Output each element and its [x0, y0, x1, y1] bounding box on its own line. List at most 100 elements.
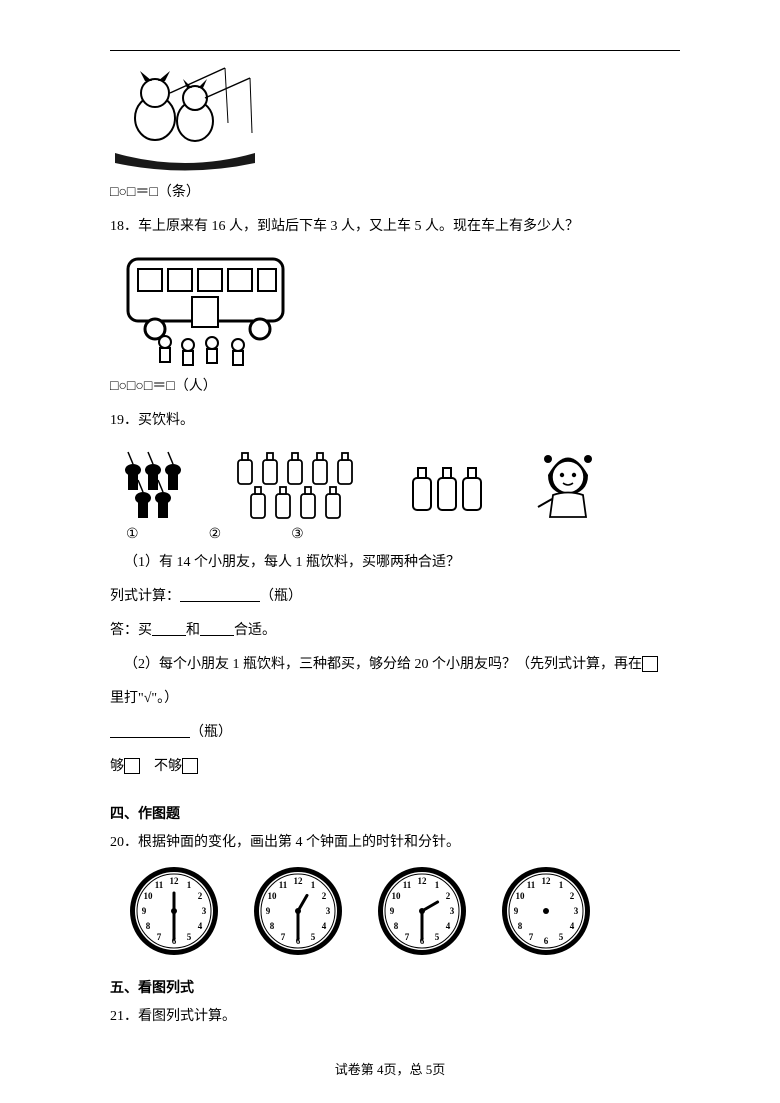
q19-sub1-unit: （瓶） — [260, 589, 302, 604]
clock-3: 121234567891011 — [378, 867, 466, 955]
svg-text:12: 12 — [542, 876, 552, 886]
svg-text:9: 9 — [390, 906, 395, 916]
q19-group2-icon — [233, 450, 368, 520]
q19-group1-icon — [118, 450, 193, 520]
q19-ans-suffix: 合适。 — [234, 623, 276, 638]
q20-number: 20． — [110, 835, 138, 850]
svg-text:11: 11 — [527, 880, 536, 890]
q17-equation: □○□＝□（条） — [110, 179, 680, 207]
svg-text:1: 1 — [187, 880, 192, 890]
svg-text:10: 10 — [392, 891, 402, 901]
svg-text:10: 10 — [516, 891, 526, 901]
svg-text:4: 4 — [198, 921, 203, 931]
clock-row: 1212345678910111212345678910111212345678… — [130, 867, 680, 955]
svg-text:8: 8 — [146, 921, 151, 931]
q19-sub1-text: （1）有 14 个小朋友，每人 1 瓶饮料，买哪两种合适？ — [110, 549, 680, 577]
q19-sub2-inline-box[interactable] — [642, 656, 658, 672]
svg-text:3: 3 — [326, 906, 331, 916]
q18-equation: □○□○□＝□（人） — [110, 373, 680, 401]
q19-sub2-text-b-line: 里打"√"。） — [110, 685, 680, 713]
q18-text: 车上原来有 16 人，到站后下车 3 人，又上车 5 人。现在车上有多少人？ — [138, 219, 579, 234]
q19-title: 买饮料。 — [138, 413, 194, 428]
q19-sub2-text-a: （2）每个小朋友 1 瓶饮料，三种都买，够分给 20 个小朋友吗？（先列式计算，… — [124, 657, 642, 672]
q19-number: 19． — [110, 413, 138, 428]
svg-text:9: 9 — [142, 906, 147, 916]
svg-text:7: 7 — [281, 932, 286, 942]
q18-line: 18．车上原来有 16 人，到站后下车 3 人，又上车 5 人。现在车上有多少人… — [110, 213, 680, 241]
svg-text:4: 4 — [446, 921, 451, 931]
q20-line: 20．根据钟面的变化，画出第 4 个钟面上的时针和分针。 — [110, 829, 680, 857]
svg-text:11: 11 — [403, 880, 412, 890]
svg-text:1: 1 — [559, 880, 564, 890]
svg-text:1: 1 — [311, 880, 316, 890]
q19-ans-prefix: 答：买 — [110, 623, 152, 638]
svg-text:11: 11 — [279, 880, 288, 890]
q18-number: 18． — [110, 219, 138, 234]
q19-sub2-blank[interactable] — [110, 723, 190, 738]
q19-group3-icon — [408, 460, 488, 520]
q19-label-3: ③ — [291, 526, 304, 543]
svg-text:2: 2 — [322, 891, 327, 901]
svg-text:10: 10 — [268, 891, 278, 901]
q19-enough-label: 够 — [110, 759, 124, 774]
clock-2: 121234567891011 — [254, 867, 342, 955]
section5-heading: 五、看图列式 — [110, 977, 680, 997]
q19-sub2-choice: 够 不够 — [110, 753, 680, 781]
q19-not-enough-box[interactable] — [182, 758, 198, 774]
svg-text:6: 6 — [544, 936, 549, 946]
q18-illustration — [110, 247, 305, 367]
svg-text:12: 12 — [294, 876, 304, 886]
q19-sub2-calc: （瓶） — [110, 719, 680, 747]
svg-text:10: 10 — [144, 891, 154, 901]
svg-text:2: 2 — [446, 891, 451, 901]
q19-ans-blank1[interactable] — [152, 621, 186, 636]
q19-labels: ① ② ③ — [110, 526, 680, 543]
svg-text:3: 3 — [450, 906, 455, 916]
svg-text:12: 12 — [170, 876, 180, 886]
svg-text:5: 5 — [311, 932, 316, 942]
svg-text:8: 8 — [394, 921, 399, 931]
clock-1: 121234567891011 — [130, 867, 218, 955]
q21-number: 21． — [110, 1009, 138, 1024]
svg-text:5: 5 — [559, 932, 564, 942]
q19-sub2-unit: （瓶） — [190, 725, 232, 740]
svg-text:12: 12 — [418, 876, 428, 886]
q19-sub2-text-b: 里打"√"。） — [110, 691, 178, 706]
q19-sub2-text: （2）每个小朋友 1 瓶饮料，三种都买，够分给 20 个小朋友吗？（先列式计算，… — [110, 651, 680, 679]
q19-enough-box[interactable] — [124, 758, 140, 774]
svg-text:8: 8 — [518, 921, 523, 931]
q17-illustration — [110, 63, 260, 173]
section4-heading: 四、作图题 — [110, 803, 680, 823]
q19-sub1-blank[interactable] — [180, 587, 260, 602]
clock-4: 12 12 3 45678 9 1011 — [502, 867, 590, 955]
svg-text:8: 8 — [270, 921, 275, 931]
q19-sub1-calc: 列式计算： （瓶） — [110, 583, 680, 611]
svg-text:1: 1 — [435, 880, 440, 890]
svg-text:9: 9 — [514, 906, 519, 916]
q19-line: 19．买饮料。 — [110, 407, 680, 435]
svg-text:3: 3 — [574, 906, 579, 916]
q21-text: 看图列式计算。 — [138, 1009, 236, 1024]
svg-text:11: 11 — [155, 880, 164, 890]
svg-text:7: 7 — [529, 932, 534, 942]
q19-ans-blank2[interactable] — [200, 621, 234, 636]
svg-text:5: 5 — [435, 932, 440, 942]
q19-label-2: ② — [209, 526, 222, 543]
q19-illustrations — [118, 445, 680, 520]
q19-sub1-calc-label: 列式计算： — [110, 589, 180, 604]
q20-text: 根据钟面的变化，画出第 4 个钟面上的时针和分针。 — [138, 835, 460, 850]
q19-not-enough-label: 不够 — [154, 759, 182, 774]
q19-ans-mid: 和 — [186, 623, 200, 638]
svg-text:3: 3 — [202, 906, 207, 916]
q21-line: 21．看图列式计算。 — [110, 1003, 680, 1031]
svg-text:5: 5 — [187, 932, 192, 942]
svg-text:7: 7 — [157, 932, 162, 942]
q19-label-1: ① — [126, 526, 139, 543]
svg-text:2: 2 — [198, 891, 203, 901]
svg-text:4: 4 — [570, 921, 575, 931]
svg-text:2: 2 — [570, 891, 575, 901]
q19-girl-icon — [528, 445, 608, 520]
q19-sub1-answer: 答：买 和 合适。 — [110, 617, 680, 645]
svg-text:7: 7 — [405, 932, 410, 942]
svg-text:9: 9 — [266, 906, 271, 916]
